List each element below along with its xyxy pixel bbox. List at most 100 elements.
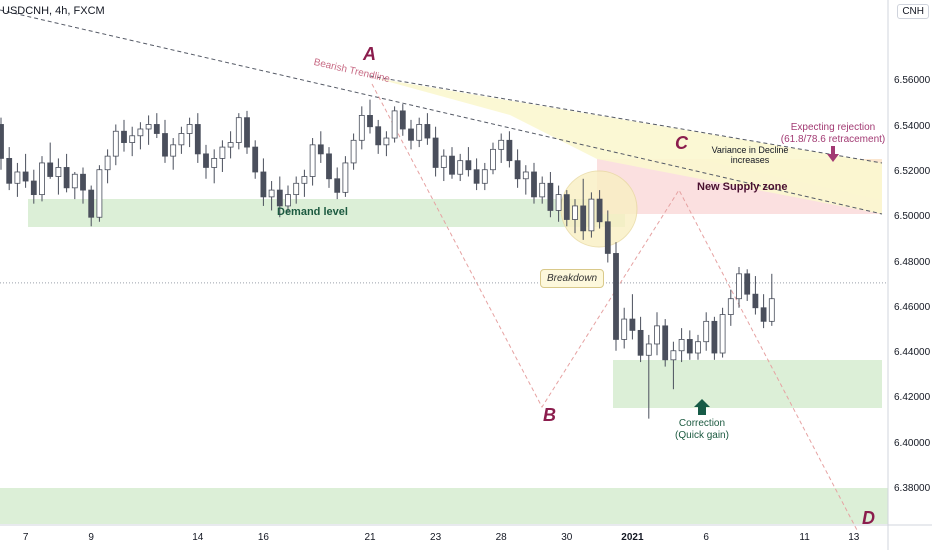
candle [490, 142, 496, 175]
candle-body-up [170, 144, 177, 157]
candle-body-down [203, 153, 209, 168]
candle-body-down [711, 320, 718, 354]
candle [63, 153, 70, 193]
candle [30, 169, 37, 204]
expecting-line1: Expecting rejection [790, 122, 876, 133]
candle [367, 99, 373, 134]
candle [137, 122, 144, 150]
variance-label: Variance in Decline increases [700, 145, 800, 165]
candle-body-up [219, 146, 226, 159]
variance-line1: Variance in Decline [711, 145, 789, 155]
candle [260, 158, 267, 206]
candle [719, 307, 726, 358]
trendline-channel-fill [375, 78, 882, 214]
y-tick-label: 6.38000 [894, 482, 931, 494]
candle-body-down [604, 221, 611, 254]
point-d-label: D [862, 508, 875, 528]
candle [112, 124, 119, 166]
correction-label: Correction (Quick gain) [662, 418, 742, 442]
candle [686, 330, 693, 360]
candle-body-up [621, 318, 628, 340]
candle-body-down [30, 180, 37, 196]
candle-body-down [686, 339, 693, 354]
candle-body-down [629, 318, 636, 331]
chart-title: USDCNH, 4h, FXCM [2, 5, 105, 17]
candle-body-up [654, 325, 660, 345]
candle-body-up [440, 155, 447, 168]
candle [424, 113, 431, 145]
correction-zone [613, 360, 882, 408]
candle-body-down [334, 178, 341, 193]
correction-line1: Correction [678, 418, 726, 429]
candle-body-up [768, 298, 775, 322]
candle [678, 328, 685, 363]
candle [473, 158, 480, 191]
candle-body-down [399, 110, 406, 130]
candle [760, 294, 767, 329]
candle [432, 126, 439, 177]
candle [170, 138, 177, 170]
arrow-up-icon [694, 399, 710, 415]
candle-body-up [383, 137, 390, 146]
candle [670, 341, 677, 390]
candle-body-down [449, 155, 455, 175]
candle [768, 273, 775, 326]
bearish-trendline [0, 9, 883, 215]
candle [506, 131, 513, 168]
candle [465, 147, 472, 177]
candle [514, 149, 521, 188]
candle [268, 181, 275, 211]
candle [6, 147, 13, 191]
candle [252, 140, 259, 179]
candles-layer [0, 99, 775, 419]
candle-body-down [613, 253, 619, 340]
candle-body-up [301, 176, 308, 184]
candle-body-up [186, 124, 193, 134]
y-tick-label: 6.44000 [894, 347, 931, 359]
candle [350, 133, 357, 170]
abcd-pattern-line [371, 83, 859, 533]
candle-body-down [276, 189, 283, 207]
arrow-down-icon [827, 146, 839, 162]
y-tick-label: 6.50000 [894, 211, 931, 223]
candle [563, 190, 570, 227]
candle [440, 149, 447, 182]
currency-badge[interactable]: CNH [897, 4, 929, 19]
candle-body-up [670, 350, 677, 361]
candle [301, 169, 308, 197]
candle [662, 319, 669, 367]
candle-body-down [408, 128, 414, 141]
y-tick-label: 6.52000 [894, 165, 931, 177]
candle-body-down [506, 139, 513, 162]
candle-body-down [432, 137, 439, 168]
candle-body-down [465, 160, 472, 171]
candle [711, 316, 718, 360]
candle-body-up [391, 110, 398, 139]
candle-body-up [112, 130, 119, 157]
candle [629, 294, 636, 340]
candle [309, 138, 316, 186]
candle-body-down [375, 126, 382, 146]
candle-body-down [153, 124, 160, 134]
demand-zone [28, 199, 625, 227]
candle [211, 149, 218, 184]
candle-body-down [424, 124, 431, 139]
candle [481, 162, 488, 191]
new-supply-zone-label: New Supply zone [697, 181, 788, 193]
candle-body-down [317, 144, 324, 155]
candle [80, 167, 86, 204]
candle [317, 131, 324, 163]
correction-line2: (Quick gain) [675, 430, 729, 441]
candle-body-up [342, 162, 349, 193]
candle-body-up [235, 117, 242, 143]
candle-body-down [63, 167, 70, 189]
point-a-label: A [363, 44, 376, 64]
candle-body-down [260, 171, 267, 198]
candle-body-up [645, 343, 652, 356]
x-tick-label: 16 [257, 532, 269, 543]
candle-body-up [481, 169, 488, 184]
x-tick-label: 6 [703, 532, 709, 543]
candle-body-up [268, 189, 275, 198]
candle-body-up [588, 198, 595, 232]
